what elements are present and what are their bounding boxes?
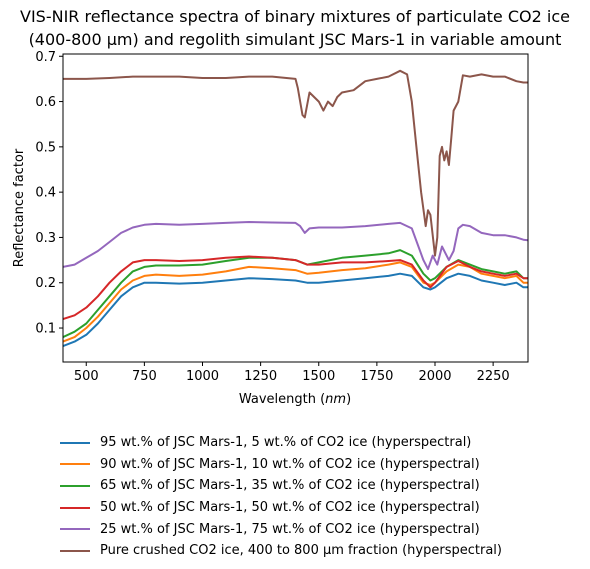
chart-figure: VIS-NIR reflectance spectra of binary mi… — [12, 7, 570, 407]
legend-label: 25 wt.% of JSC Mars-1, 75 wt.% of CO2 ic… — [100, 521, 480, 537]
legend-item-1: 95 wt.% of JSC Mars-1, 5 wt.% of CO2 ice… — [60, 432, 580, 454]
legend-swatch — [60, 484, 90, 487]
y-tick-label: 0.1 — [35, 322, 56, 337]
series-line-4 — [63, 255, 528, 320]
series-line-6 — [63, 69, 528, 257]
y-tick-label: 0.6 — [35, 95, 56, 110]
x-tick-label: 500 — [74, 369, 99, 384]
series-line-1 — [63, 272, 528, 348]
y-tick-label: 0.2 — [35, 276, 56, 291]
legend-label: 90 wt.% of JSC Mars-1, 10 wt.% of CO2 ic… — [100, 456, 480, 472]
x-tick-label: 1000 — [186, 369, 219, 384]
y-tick-label: 0.7 — [35, 50, 56, 65]
legend-label: Pure crushed CO2 ice, 400 to 800 µm frac… — [100, 543, 502, 559]
x-tick-label: 1750 — [360, 369, 393, 384]
y-tick-label: 0.5 — [35, 140, 56, 155]
x-tick-label: 1250 — [244, 369, 277, 384]
y-tick-label: 0.4 — [35, 186, 56, 201]
legend-swatch — [60, 549, 90, 552]
chart-legend: 95 wt.% of JSC Mars-1, 5 wt.% of CO2 ice… — [60, 432, 580, 562]
y-tick-label: 0.3 — [35, 231, 56, 246]
legend-item-4: 50 wt.% of JSC Mars-1, 50 wt.% of CO2 ic… — [60, 497, 580, 519]
legend-swatch — [60, 528, 90, 531]
plot-frame — [62, 53, 529, 363]
legend-label: 95 wt.% of JSC Mars-1, 5 wt.% of CO2 ice… — [100, 435, 472, 451]
legend-swatch — [60, 441, 90, 444]
legend-item-2: 90 wt.% of JSC Mars-1, 10 wt.% of CO2 ic… — [60, 454, 580, 476]
series-line-2 — [63, 261, 528, 343]
x-axis-label: Wavelength (nm) — [239, 392, 351, 407]
series-line-3 — [63, 249, 528, 339]
chart-title-line-2: (400-800 µm) and regolith simulant JSC M… — [29, 30, 562, 49]
legend-swatch — [60, 463, 90, 466]
legend-item-3: 65 wt.% of JSC Mars-1, 35 wt.% of CO2 ic… — [60, 475, 580, 497]
legend-item-6: Pure crushed CO2 ice, 400 to 800 µm frac… — [60, 540, 580, 562]
series-line-5 — [63, 221, 528, 271]
chart-title-line-1: VIS-NIR reflectance spectra of binary mi… — [20, 7, 570, 26]
legend-item-5: 25 wt.% of JSC Mars-1, 75 wt.% of CO2 ic… — [60, 518, 580, 540]
y-axis-label: Reflectance factor — [12, 148, 27, 267]
x-tick-label: 2000 — [418, 369, 451, 384]
x-tick-label: 1500 — [302, 369, 335, 384]
legend-label: 65 wt.% of JSC Mars-1, 35 wt.% of CO2 ic… — [100, 478, 480, 494]
legend-swatch — [60, 506, 90, 509]
x-tick-label: 2250 — [477, 369, 510, 384]
legend-label: 50 wt.% of JSC Mars-1, 50 wt.% of CO2 ic… — [100, 500, 480, 516]
x-tick-label: 750 — [132, 369, 157, 384]
plot-area: 500 750 1000 1250 1500 1750 2000 2250 0.1 0.2 0.3 0… — [35, 50, 529, 384]
